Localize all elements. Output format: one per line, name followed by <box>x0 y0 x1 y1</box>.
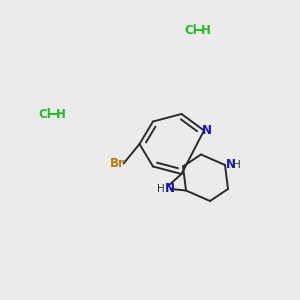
Text: N: N <box>165 182 175 196</box>
Text: N: N <box>225 158 236 172</box>
Text: Cl: Cl <box>184 23 197 37</box>
Text: N: N <box>201 124 212 137</box>
Text: Br: Br <box>110 157 124 170</box>
Text: H: H <box>56 107 65 121</box>
Text: H: H <box>233 160 241 170</box>
Text: H: H <box>157 184 165 194</box>
Text: Cl: Cl <box>39 107 51 121</box>
Text: H: H <box>201 23 211 37</box>
